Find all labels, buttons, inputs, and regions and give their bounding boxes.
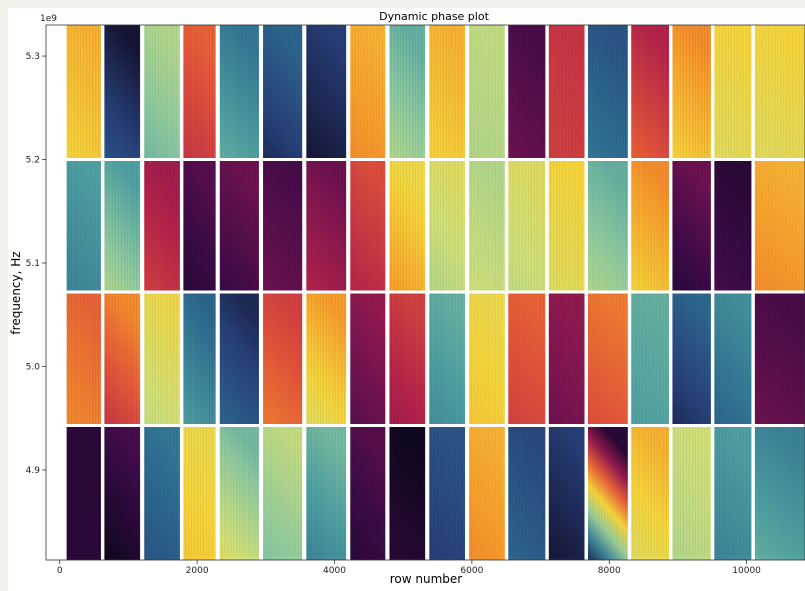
segment-4-band-3 bbox=[183, 159, 216, 292]
chart-title: Dynamic phase plot bbox=[379, 10, 489, 23]
segment-2-band-1 bbox=[104, 425, 141, 560]
segment-5-band-4 bbox=[219, 25, 259, 160]
segment-11-band-1 bbox=[469, 425, 505, 560]
dynamic-phase-plot: 0 2000 4000 6000 8000 10000 4.9 5.0 5.1 5.2 5.3 D… bbox=[9, 10, 805, 586]
segment-11-band-3 bbox=[469, 159, 505, 292]
segment-7-band-2 bbox=[306, 291, 347, 426]
segment-16-band-1 bbox=[672, 425, 711, 560]
segment-17-band-1 bbox=[714, 425, 752, 560]
segment-11-band-2 bbox=[469, 291, 505, 426]
segment-13-band-1 bbox=[548, 425, 585, 560]
segment-10-band-4 bbox=[429, 25, 465, 160]
segment-3-band-2 bbox=[144, 291, 180, 426]
segment-11-band-4 bbox=[469, 25, 505, 160]
segment-13-band-2 bbox=[548, 291, 585, 426]
segment-2-band-3 bbox=[104, 159, 141, 292]
segment-4-band-2 bbox=[183, 291, 216, 426]
x-tick-label: 4000 bbox=[323, 566, 346, 576]
y-tick-label: 4.9 bbox=[26, 466, 41, 476]
y-axis-label: frequency, Hz bbox=[9, 251, 23, 334]
segment-6-band-3 bbox=[263, 159, 303, 292]
segment-12-band-1 bbox=[508, 425, 546, 560]
x-tick-label: 2000 bbox=[186, 566, 209, 576]
segment-14-band-3 bbox=[587, 159, 628, 292]
segment-9-band-1 bbox=[389, 425, 426, 560]
y-tick-label: 5.1 bbox=[26, 259, 40, 269]
x-tick-label: 10000 bbox=[732, 566, 761, 576]
y-tick-label: 5.3 bbox=[26, 52, 40, 62]
segment-16-band-4 bbox=[672, 25, 711, 160]
segment-9-band-4 bbox=[389, 25, 426, 160]
segment-8-band-4 bbox=[350, 25, 386, 160]
segment-4-band-4 bbox=[183, 25, 216, 160]
segment-15-band-2 bbox=[631, 291, 669, 426]
segment-5-band-1 bbox=[219, 425, 259, 560]
segment-1-band-4 bbox=[66, 25, 101, 160]
segment-16-band-3 bbox=[672, 159, 711, 292]
segment-18-band-1 bbox=[754, 425, 805, 560]
x-axis-label: row number bbox=[390, 572, 463, 586]
figure: 0 2000 4000 6000 8000 10000 4.9 5.0 5.1 5.2 5.3 D… bbox=[8, 8, 805, 591]
segment-13-band-4 bbox=[548, 25, 585, 160]
segment-9-band-2 bbox=[389, 291, 426, 426]
y-axis: 4.9 5.0 5.1 5.2 5.3 bbox=[26, 52, 46, 476]
segment-3-band-1 bbox=[144, 425, 180, 560]
segment-4-band-1 bbox=[183, 425, 216, 560]
segment-2-band-4 bbox=[104, 25, 141, 160]
segment-10-band-1 bbox=[429, 425, 465, 560]
segment-13-band-3 bbox=[548, 159, 585, 292]
segment-2-band-2 bbox=[104, 291, 141, 426]
x-axis: 0 2000 4000 6000 8000 10000 bbox=[57, 560, 761, 576]
band-separators bbox=[46, 158, 805, 427]
segment-14-band-2 bbox=[587, 291, 628, 426]
segment-17-band-4 bbox=[714, 25, 752, 160]
segment-8-band-2 bbox=[350, 291, 386, 426]
segment-15-band-4 bbox=[631, 25, 669, 160]
segment-18-band-2 bbox=[754, 291, 805, 426]
segment-15-band-3 bbox=[631, 159, 669, 292]
segment-12-band-2 bbox=[508, 291, 546, 426]
segment-8-band-1 bbox=[350, 425, 386, 560]
segment-15-band-1 bbox=[631, 425, 669, 560]
x-tick-label: 0 bbox=[57, 566, 63, 576]
segment-7-band-4 bbox=[306, 25, 347, 160]
segment-3-band-4 bbox=[144, 25, 180, 160]
segment-5-band-2 bbox=[219, 291, 259, 426]
segment-7-band-1 bbox=[306, 425, 347, 560]
y-offset-text: 1e9 bbox=[40, 14, 57, 24]
segment-16-band-2 bbox=[672, 291, 711, 426]
segment-10-band-2 bbox=[429, 291, 465, 426]
plot-frame bbox=[45, 24, 805, 561]
x-tick-label: 6000 bbox=[460, 566, 483, 576]
segment-14-band-4 bbox=[587, 25, 628, 160]
segment-17-band-3 bbox=[714, 159, 752, 292]
segment-5-band-3 bbox=[219, 159, 259, 292]
x-tick-label: 8000 bbox=[598, 566, 621, 576]
segment-12-band-4 bbox=[508, 25, 546, 160]
segment-1-band-3 bbox=[66, 159, 101, 292]
segment-18-band-4 bbox=[754, 25, 805, 160]
segment-6-band-4 bbox=[263, 25, 303, 160]
y-tick-label: 5.2 bbox=[26, 156, 40, 166]
row-stripe-texture bbox=[68, 25, 803, 556]
segment-1-band-1 bbox=[66, 425, 101, 560]
segment-6-band-1 bbox=[263, 425, 303, 560]
segment-12-band-3 bbox=[508, 159, 546, 292]
y-tick-label: 5.0 bbox=[26, 362, 41, 372]
segment-3-band-3 bbox=[144, 159, 180, 292]
segment-18-band-3 bbox=[754, 159, 805, 292]
segment-10-band-3 bbox=[429, 159, 465, 292]
segment-6-band-2 bbox=[263, 291, 303, 426]
segment-17-band-2 bbox=[714, 291, 752, 426]
segment-7-band-3 bbox=[306, 159, 347, 292]
heatmap-segments bbox=[66, 25, 805, 560]
segment-1-band-2 bbox=[66, 291, 101, 426]
segment-8-band-3 bbox=[350, 159, 386, 292]
segment-9-band-3 bbox=[389, 159, 426, 292]
segment-14-band-1 bbox=[587, 425, 628, 560]
